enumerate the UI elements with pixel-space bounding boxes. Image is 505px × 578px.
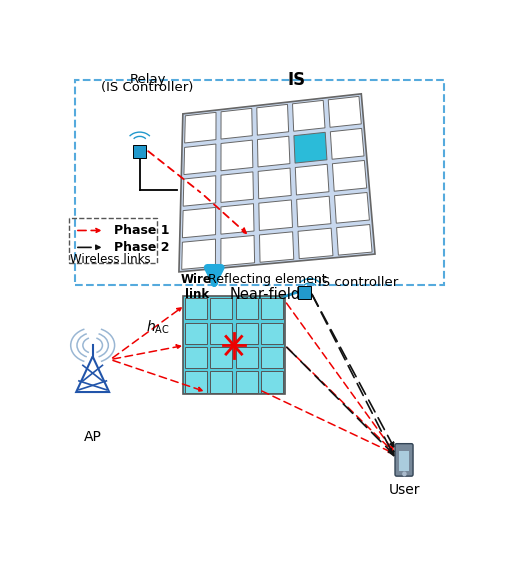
Text: Reflecting element: Reflecting element [208,273,326,286]
Polygon shape [221,140,252,171]
Polygon shape [261,323,282,343]
Polygon shape [293,132,326,163]
Polygon shape [184,112,216,143]
Polygon shape [184,372,206,392]
Polygon shape [330,128,363,160]
Text: AP: AP [83,429,102,443]
Polygon shape [235,347,257,368]
Text: IS: IS [287,72,305,90]
Polygon shape [221,108,252,139]
Polygon shape [297,228,332,259]
Polygon shape [336,224,371,255]
Text: $h_{\mathrm{AC}}$: $h_{\mathrm{AC}}$ [145,319,169,336]
Polygon shape [184,298,206,319]
Polygon shape [181,239,215,269]
Polygon shape [261,347,282,368]
Text: User: User [388,483,419,497]
Polygon shape [235,323,257,343]
Text: Relay: Relay [129,73,166,86]
Text: IS controller: IS controller [318,276,397,290]
Text: Phase 2: Phase 2 [114,241,169,254]
Polygon shape [295,164,328,195]
Polygon shape [292,101,324,131]
Polygon shape [210,347,232,368]
Polygon shape [210,298,232,319]
Polygon shape [183,144,216,175]
Polygon shape [261,372,282,392]
Polygon shape [183,176,215,206]
Polygon shape [182,208,215,238]
Polygon shape [221,203,254,234]
Polygon shape [332,161,366,191]
Polygon shape [328,97,361,127]
Text: Wire
link: Wire link [181,273,212,302]
Polygon shape [235,298,257,319]
Polygon shape [235,372,257,392]
Polygon shape [182,297,284,394]
Bar [297,286,310,299]
Polygon shape [259,232,293,262]
Polygon shape [221,172,253,202]
Polygon shape [210,323,232,343]
Text: Near-field: Near-field [229,287,300,302]
Polygon shape [258,168,290,199]
Polygon shape [259,200,292,231]
Polygon shape [257,136,289,167]
FancyBboxPatch shape [394,444,412,476]
Polygon shape [210,372,232,392]
Text: (IS Controller): (IS Controller) [101,81,193,94]
Polygon shape [334,192,369,223]
Polygon shape [184,323,206,343]
Polygon shape [256,105,288,135]
Polygon shape [261,298,282,319]
Polygon shape [184,347,206,368]
Text: Phase 1: Phase 1 [114,224,169,237]
Bar [398,451,409,471]
Polygon shape [221,235,254,266]
Polygon shape [179,94,374,272]
Circle shape [402,472,405,476]
Bar [133,145,146,158]
Polygon shape [296,196,330,227]
Text: Wireless links: Wireless links [70,253,150,266]
